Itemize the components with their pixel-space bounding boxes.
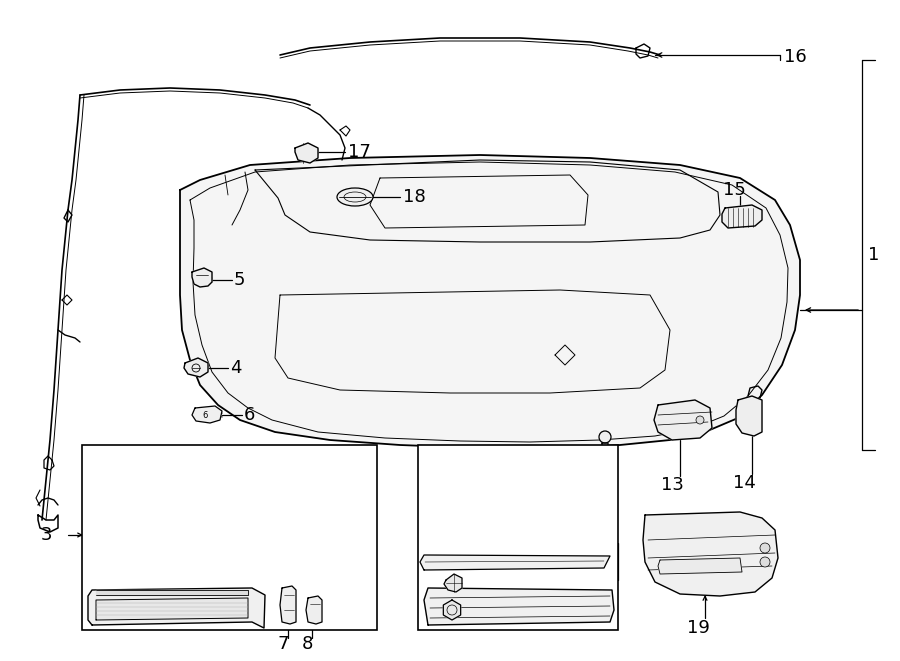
Polygon shape: [180, 155, 800, 448]
Polygon shape: [96, 598, 248, 620]
Circle shape: [696, 416, 704, 424]
Text: 2: 2: [594, 489, 606, 507]
Polygon shape: [643, 512, 778, 596]
Polygon shape: [654, 400, 712, 440]
Polygon shape: [192, 268, 212, 287]
Polygon shape: [88, 588, 265, 628]
Polygon shape: [184, 358, 208, 377]
Text: 6: 6: [202, 410, 208, 420]
Polygon shape: [444, 600, 461, 620]
Text: 13: 13: [661, 476, 683, 494]
Circle shape: [760, 557, 770, 567]
Polygon shape: [192, 406, 222, 423]
Text: 4: 4: [230, 359, 241, 377]
Text: 19: 19: [687, 619, 709, 637]
Text: 5: 5: [234, 271, 246, 289]
Text: 15: 15: [723, 181, 745, 199]
Polygon shape: [658, 558, 742, 574]
Bar: [418, 445, 618, 630]
Text: 14: 14: [733, 474, 755, 492]
Text: 1: 1: [868, 246, 879, 264]
Text: 18: 18: [403, 188, 426, 206]
Bar: [82, 445, 377, 630]
Polygon shape: [722, 205, 762, 228]
Polygon shape: [295, 143, 318, 163]
Polygon shape: [602, 443, 608, 462]
Polygon shape: [306, 596, 322, 624]
Polygon shape: [444, 574, 462, 592]
Text: 11: 11: [542, 534, 565, 552]
Text: 9: 9: [607, 527, 617, 545]
Text: 8: 8: [302, 635, 312, 653]
Text: 10: 10: [497, 551, 519, 569]
Text: 17: 17: [348, 143, 371, 161]
Text: 6: 6: [244, 406, 256, 424]
Polygon shape: [96, 590, 248, 595]
Ellipse shape: [337, 188, 373, 206]
Circle shape: [599, 431, 611, 443]
Polygon shape: [424, 588, 614, 625]
Text: 7: 7: [277, 635, 289, 653]
Polygon shape: [280, 586, 296, 624]
Polygon shape: [420, 555, 610, 570]
Text: 12: 12: [493, 601, 516, 619]
Polygon shape: [736, 396, 762, 436]
Text: 16: 16: [784, 48, 806, 66]
Text: 3: 3: [40, 526, 52, 544]
Circle shape: [760, 543, 770, 553]
